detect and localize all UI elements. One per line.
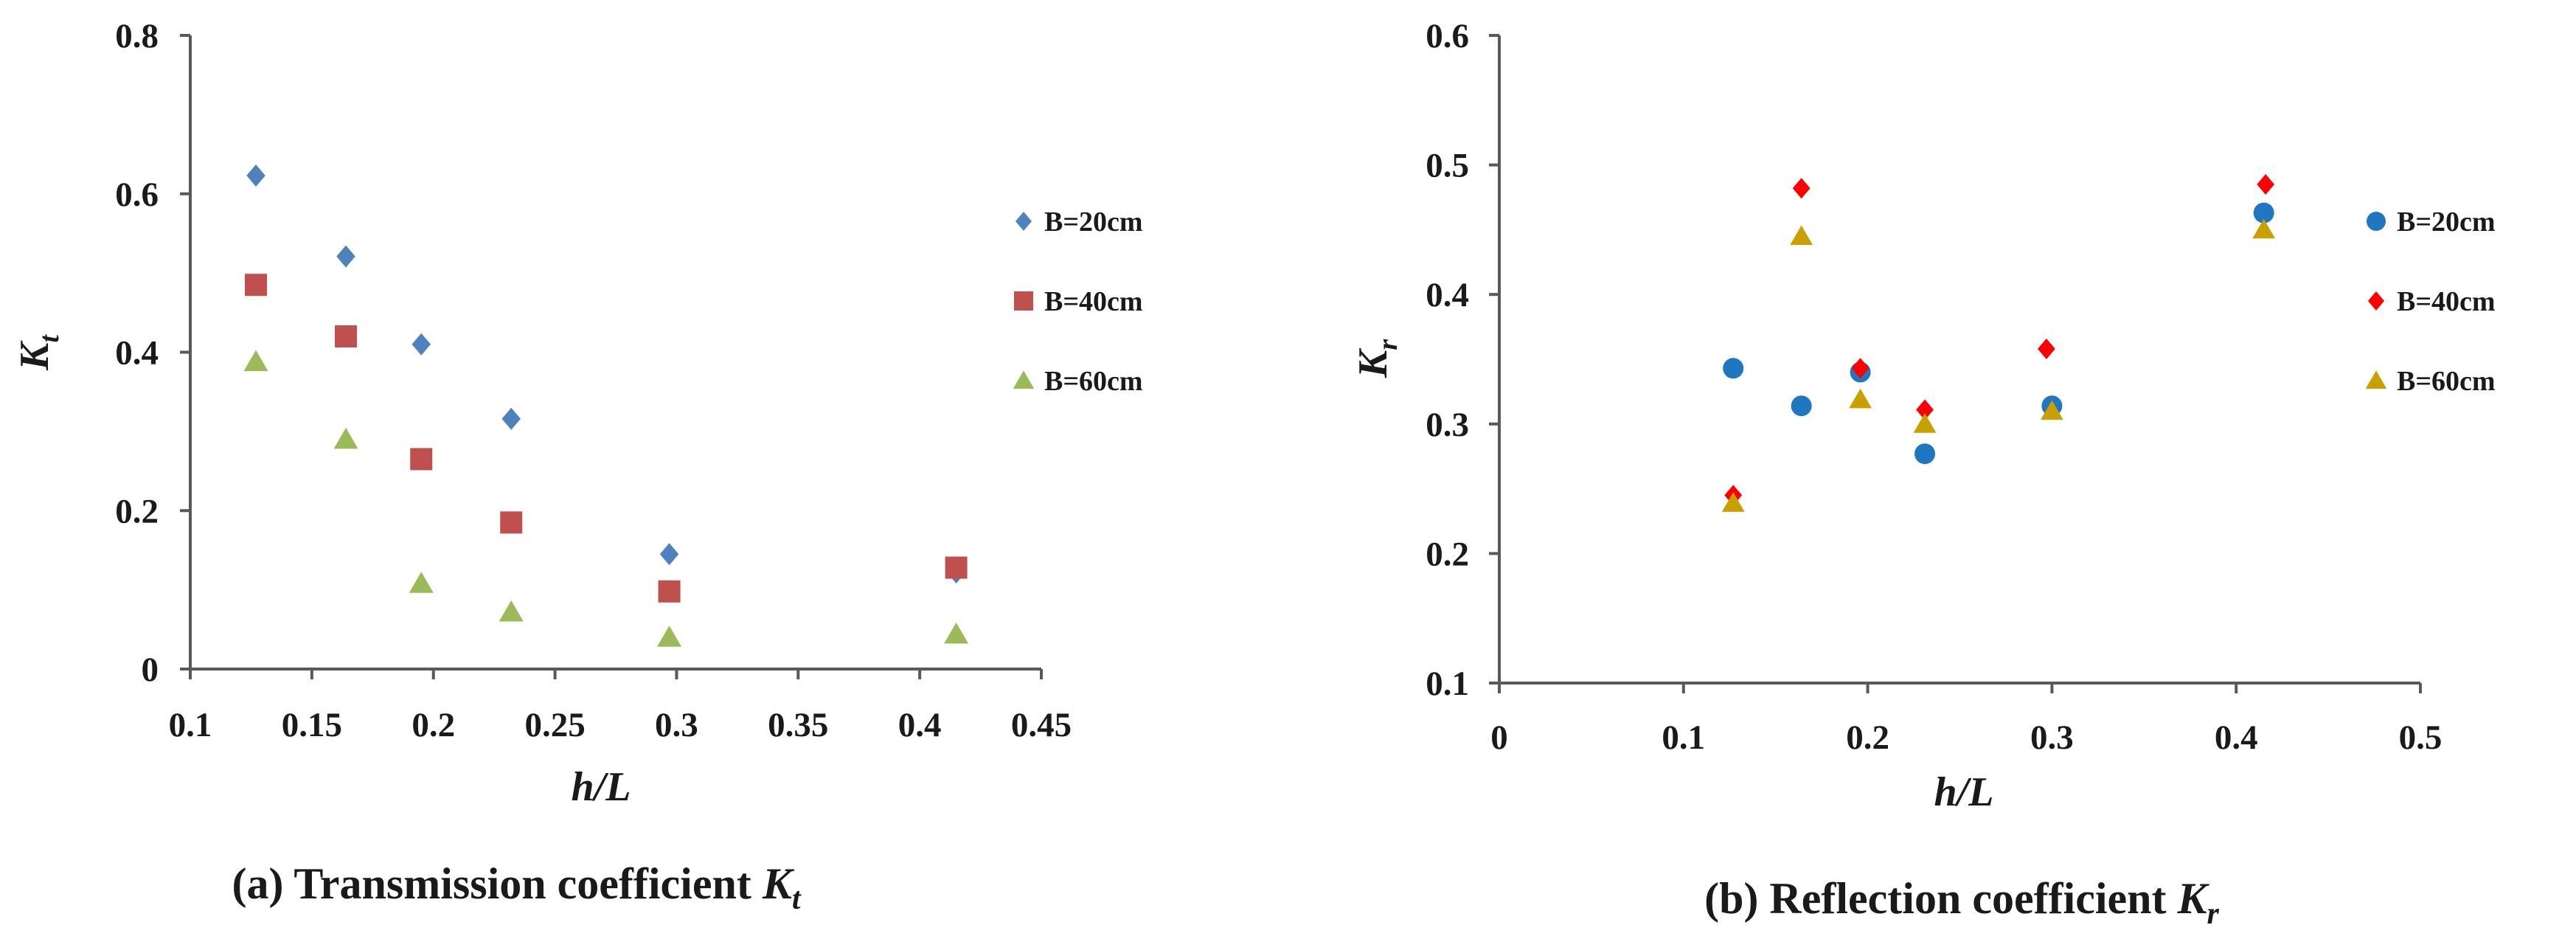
data-point — [1790, 225, 1813, 246]
y-tick-label: 0.4 — [115, 334, 159, 373]
panel-caption: (a) Transmission coefficient Kt — [232, 859, 801, 916]
legend-marker-B=60cm — [1013, 370, 1035, 389]
panel-a-transmission-chart: 0 0.2 0.4 0.6 0.8 0.1 0.15 0.2 0.25 0.3 0.35 0.4 0.4… — [12, 17, 1143, 916]
x-tick-label: 0.15 — [282, 706, 342, 744]
y-tick-label: 0.6 — [115, 176, 159, 214]
data-point — [658, 580, 681, 603]
data-point — [1914, 443, 1936, 465]
legend-label: B=40cm — [2397, 286, 2496, 317]
data-point — [1849, 388, 1872, 409]
data-point — [245, 274, 268, 297]
legend-label: B=20cm — [1044, 207, 1143, 238]
data-point — [944, 623, 969, 644]
data-point — [945, 556, 968, 579]
legend-marker-B=40cm — [1014, 291, 1033, 311]
data-point — [1913, 413, 1937, 433]
legend-marker-B=40cm — [2367, 291, 2385, 311]
x-tick-label: 0.2 — [1846, 718, 1889, 757]
data-point — [657, 626, 682, 647]
y-axis-title: Kt — [12, 334, 65, 371]
data-point — [1792, 178, 1811, 199]
data-point — [410, 448, 433, 471]
data-point — [333, 427, 358, 449]
x-tick-label: 0.3 — [2030, 718, 2074, 757]
y-tick-label: 0.8 — [115, 17, 159, 55]
data-point — [409, 572, 434, 593]
data-point — [1721, 492, 1745, 512]
x-axis-title: h/L — [572, 764, 631, 810]
data-point — [336, 245, 355, 268]
data-point — [500, 511, 523, 534]
y-tick-label: 0 — [142, 651, 159, 689]
data-point — [1723, 358, 1744, 379]
series-B=40cm — [245, 274, 968, 603]
x-tick-label: 0.1 — [169, 706, 212, 744]
data-point — [1791, 395, 1812, 417]
data-point — [246, 164, 265, 187]
series-B=20cm — [246, 164, 966, 584]
data-point — [243, 350, 268, 372]
x-tick-label: 0.35 — [768, 706, 828, 744]
series-B=60cm — [1721, 218, 2276, 512]
x-tick-label: 0.1 — [1662, 718, 1705, 757]
data-point — [2041, 400, 2063, 420]
legend-label: B=40cm — [1044, 286, 1143, 317]
x-axis-title: h/L — [1934, 769, 1994, 815]
data-point — [1916, 399, 1934, 420]
data-point — [1851, 358, 1869, 379]
y-tick-label: 0.3 — [1426, 406, 1469, 444]
legend-label: B=60cm — [2397, 366, 2496, 397]
x-tick-label: 0.4 — [898, 706, 942, 744]
series-B=60cm — [243, 350, 969, 647]
series-B=40cm — [1724, 173, 2275, 506]
x-tick-label: 0.45 — [1011, 706, 1072, 744]
data-point — [2253, 202, 2274, 224]
panel-b-reflection-chart: 0.1 0.2 0.3 0.4 0.5 0.6 0 0.1 0.2 0.3 0.4 0.5 h/L Kr B… — [1350, 17, 2496, 931]
y-tick-label: 0.2 — [1426, 535, 1469, 573]
panel-caption: (b) Reflection coefficient Kr — [1704, 874, 2219, 931]
y-axis-title: Kr — [1350, 339, 1403, 378]
data-point — [501, 407, 521, 430]
legend-marker-B=20cm — [2367, 212, 2386, 231]
legend-label: B=20cm — [2397, 207, 2496, 238]
data-point — [335, 325, 358, 348]
x-tick-label: 0.3 — [655, 706, 698, 744]
data-point — [2038, 338, 2055, 359]
x-tick-label: 0.25 — [524, 706, 585, 744]
x-tick-label: 0 — [1490, 718, 1508, 757]
data-point — [412, 333, 431, 356]
y-tick-label: 0.4 — [1426, 276, 1469, 314]
legend-marker-B=20cm — [1015, 212, 1032, 231]
y-tick-label: 0.6 — [1426, 17, 1469, 55]
data-point — [2252, 218, 2276, 239]
data-point — [499, 600, 524, 622]
x-tick-label: 0.2 — [412, 706, 455, 744]
y-tick-label: 0.5 — [1426, 147, 1469, 185]
y-tick-label: 0.1 — [1426, 665, 1469, 703]
legend-label: B=60cm — [1044, 366, 1143, 397]
x-tick-label: 0.4 — [2215, 718, 2258, 757]
data-point — [2257, 173, 2275, 195]
y-tick-label: 0.2 — [115, 492, 159, 530]
x-tick-label: 0.5 — [2399, 718, 2443, 757]
data-point — [659, 543, 679, 566]
legend-marker-B=60cm — [2365, 370, 2387, 389]
